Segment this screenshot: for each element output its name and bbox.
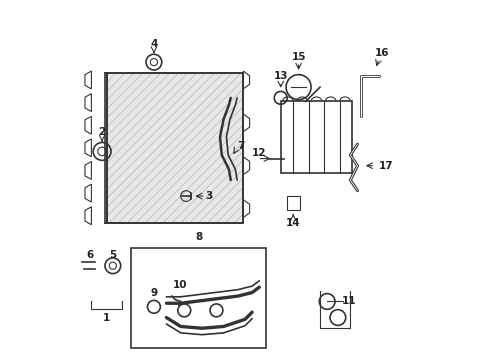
Text: 17: 17 — [379, 161, 393, 171]
Bar — [287, 196, 300, 210]
Bar — [131, 248, 267, 348]
Text: 4: 4 — [150, 39, 158, 49]
Text: 9: 9 — [150, 288, 157, 297]
Text: 2: 2 — [98, 127, 106, 137]
Text: 11: 11 — [342, 296, 356, 306]
Polygon shape — [107, 73, 243, 223]
Text: 3: 3 — [206, 191, 213, 201]
Text: 13: 13 — [273, 71, 288, 81]
Text: 15: 15 — [292, 52, 306, 62]
Text: 5: 5 — [109, 250, 117, 260]
Text: 10: 10 — [173, 280, 187, 291]
Text: 8: 8 — [195, 232, 202, 242]
Text: 16: 16 — [375, 48, 390, 58]
Text: 6: 6 — [86, 250, 93, 260]
Text: 1: 1 — [103, 312, 110, 323]
Text: 12: 12 — [252, 148, 267, 158]
Text: 14: 14 — [286, 218, 300, 228]
Text: 7: 7 — [237, 141, 245, 151]
Bar — [281, 102, 352, 173]
